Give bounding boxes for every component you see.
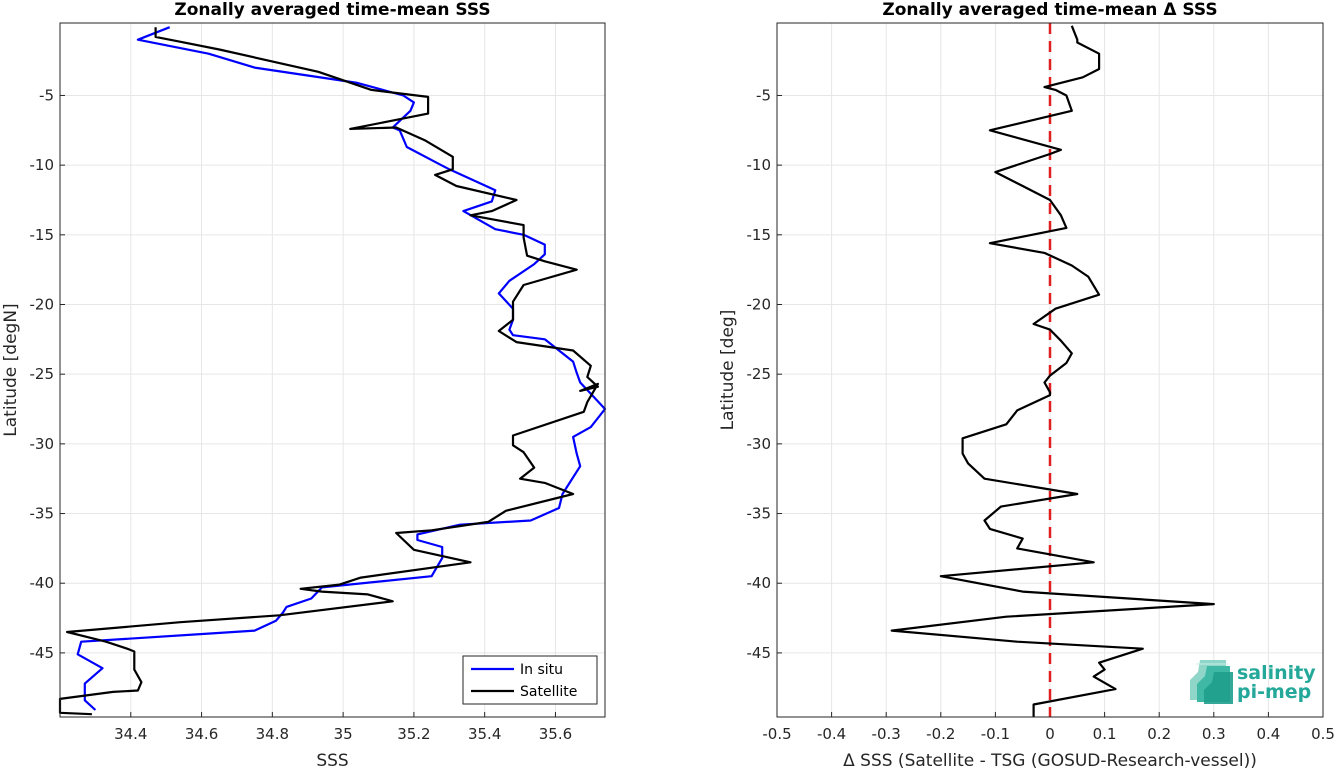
sss-profile-panel: 34.4 34.6 34.8 35 35.2 35.4 35.6 -5 -10 -15 -20 -2…	[1, 0, 607, 769]
x-tick-label: 35.4	[468, 725, 501, 743]
y-tick-label: -25	[747, 365, 772, 383]
y-tick-label: -15	[30, 226, 55, 244]
y-axis-label: Latitude [degN]	[1, 303, 21, 436]
x-tick-label: -0.5	[762, 725, 791, 743]
x-tick-label: 0.2	[1147, 725, 1171, 743]
logo-text-line1: salinity	[1237, 662, 1316, 684]
series-line-satellite	[58, 27, 599, 716]
y-tick-label: -30	[747, 435, 772, 453]
delta-sss-panel: -0.5 -0.4 -0.3 -0.2 -0.1 0 0.1 0.2 0.3 0.4 0.5 -5-…	[718, 0, 1335, 769]
y-tick-label: -40	[747, 574, 772, 592]
axes-box	[59, 22, 606, 718]
chart-title: Zonally averaged time-mean Δ SSS	[882, 0, 1217, 20]
y-tick-label: -10	[747, 156, 772, 174]
y-tick-label: -45	[747, 644, 772, 662]
y-axis-label: Latitude [deg]	[718, 310, 738, 431]
x-axis-label: Δ SSS (Satellite - TSG (GOSUD-Research-v…	[843, 751, 1257, 769]
x-tick-label: 0	[1045, 725, 1055, 743]
y-tick-label: -5	[756, 86, 771, 104]
plot-area	[60, 23, 605, 717]
x-tick-label: 0.3	[1202, 725, 1226, 743]
x-tick-label: -0.2	[926, 725, 955, 743]
y-tick-label: -30	[30, 435, 55, 453]
axes-box	[776, 22, 1324, 718]
y-tick-label: -45	[30, 644, 55, 662]
x-tick-labels: -0.5 -0.4 -0.3 -0.2 -0.1 0 0.1 0.2 0.3 0.4 0.5	[762, 725, 1335, 743]
x-tick-label: 0.4	[1256, 725, 1280, 743]
x-tick-label: 34.6	[185, 725, 218, 743]
x-tick-label: -0.3	[872, 725, 901, 743]
x-tick-label: 35	[334, 725, 353, 743]
x-tick-label: 0.5	[1311, 725, 1335, 743]
series-line-in-situ	[76, 26, 607, 711]
chart-title: Zonally averaged time-mean SSS	[174, 0, 490, 20]
y-tick-label: -35	[747, 505, 772, 523]
x-tick-label: 35.6	[539, 725, 572, 743]
y-tick-labels: -5 -10 -15 -20 -25 -30 -35 -40 -45	[30, 86, 55, 661]
logo-mark-icon	[1190, 660, 1233, 704]
y-tick-label: -35	[30, 505, 55, 523]
y-tick-label: -15	[747, 226, 772, 244]
x-axis-label: SSS	[316, 751, 348, 769]
x-tick-labels: 34.4 34.6 34.8 35 35.2 35.4 35.6	[114, 725, 572, 743]
data-lines	[58, 26, 607, 716]
x-tick-label: 34.8	[256, 725, 289, 743]
logo-text-line2: pi-mep	[1237, 681, 1311, 703]
data-lines	[890, 23, 1215, 717]
x-tick-label: 0.1	[1093, 725, 1117, 743]
y-tick-label: -20	[30, 296, 55, 314]
legend-label-satellite: Satellite	[520, 684, 577, 700]
y-tick-label: -40	[30, 574, 55, 592]
legend-label-in-situ: In situ	[520, 662, 563, 678]
series-line	[890, 25, 1215, 717]
y-tick-label: -25	[30, 365, 55, 383]
y-tick-label: -20	[747, 296, 772, 314]
grid	[60, 23, 605, 717]
salinity-pimep-logo: salinity pi-mep	[1190, 660, 1316, 704]
x-tick-label: 35.2	[397, 725, 430, 743]
legend: In situ Satellite	[462, 655, 598, 705]
x-tick-label: -0.1	[981, 725, 1010, 743]
x-tick-label: 34.4	[114, 725, 147, 743]
y-tick-label: -10	[30, 156, 55, 174]
y-tick-labels: -5 -10 -15 -20 -25 -30 -35 -40 -45	[747, 86, 772, 661]
y-tick-label: -5	[39, 86, 54, 104]
x-tick-label: -0.4	[817, 725, 846, 743]
